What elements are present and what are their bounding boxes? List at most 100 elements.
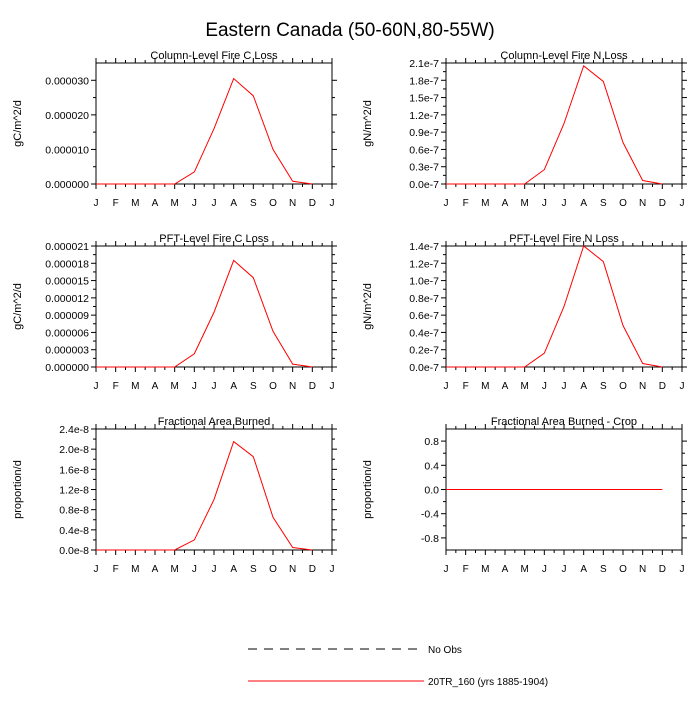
x-tick-label: S [600,381,607,392]
x-tick-label: D [309,564,316,575]
y-tick-label: 0.6e-7 [409,144,439,156]
x-tick-label: S [250,564,257,575]
x-tick-label: M [481,381,489,392]
y-tick-label: 1.4e-7 [409,241,439,253]
panel-title: Fractional Area Burned [158,416,271,428]
series-line-20tr-160-yrs-1885-1904 [446,65,663,185]
legend: No Obs 20TR_160 (yrs 1885-1904) [248,645,548,688]
panel-title: PFT-Level Fire C Loss [159,233,269,245]
x-tick-label: D [309,381,316,392]
x-tick-label: F [113,564,119,575]
x-tick-label: M [170,381,178,392]
x-tick-label: J [212,564,217,575]
x-tick-label: J [330,198,335,209]
x-tick-label: J [444,198,449,209]
y-axis-label: gC/m^2/d [12,100,24,147]
y-tick-label: 1.2e-7 [409,110,439,122]
y-tick-label: 0.000030 [45,75,89,87]
x-tick-label: A [230,198,237,209]
x-tick-label: A [152,381,159,392]
x-tick-label: J [94,198,99,209]
x-tick-label: N [289,564,296,575]
x-tick-label: M [170,564,178,575]
y-tick-label: 0.0e-7 [409,362,439,374]
x-tick-label: O [619,564,627,575]
x-tick-label: D [309,198,316,209]
x-tick-label: J [330,381,335,392]
x-tick-label: J [680,381,685,392]
series-line-20tr-160-yrs-1885-1904 [446,245,663,368]
x-tick-label: J [192,198,197,209]
y-axis-label: gN/m^2/d [362,283,374,330]
x-tick-label: O [269,381,277,392]
x-tick-label: D [659,198,666,209]
y-tick-label: 0.4e-8 [59,525,89,537]
x-tick-label: M [481,564,489,575]
x-tick-label: S [250,198,257,209]
x-tick-label: O [619,198,627,209]
x-tick-label: N [289,381,296,392]
x-tick-label: N [639,564,646,575]
y-tick-label: 2.0e-8 [59,444,89,456]
x-tick-label: A [502,198,509,209]
x-tick-label: M [131,564,139,575]
x-tick-label: J [680,564,685,575]
x-tick-label: J [94,564,99,575]
y-tick-label: 0.9e-7 [409,127,439,139]
x-tick-label: J [444,381,449,392]
y-tick-label: 0.000010 [45,144,89,156]
x-tick-label: A [230,381,237,392]
x-tick-label: J [444,564,449,575]
y-tick-label: 1.2e-8 [59,485,89,497]
plot-frame [95,62,333,185]
x-tick-label: N [639,198,646,209]
x-tick-label: M [131,381,139,392]
panel-title: Fractional Area Burned - Crop [491,416,637,428]
x-tick-label: A [580,198,587,209]
x-tick-label: A [502,381,509,392]
x-tick-label: F [463,381,469,392]
x-tick-label: F [463,198,469,209]
x-tick-label: F [113,381,119,392]
x-tick-label: J [562,381,567,392]
y-tick-label: 0.6e-7 [409,310,439,322]
x-tick-label: J [562,564,567,575]
y-tick-label: 1.0e-7 [409,276,439,288]
y-axis-label: proportion/d [12,460,24,519]
x-tick-label: J [562,198,567,209]
y-tick-label: 1.5e-7 [409,93,439,105]
x-tick-label: D [659,381,666,392]
x-tick-label: A [580,564,587,575]
x-tick-label: M [481,198,489,209]
series-line-20tr-160-yrs-1885-1904 [96,259,313,368]
y-tick-label: 0.0e-7 [409,179,439,191]
y-axis-label: gC/m^2/d [12,283,24,330]
y-tick-label: 0.4e-7 [409,327,439,339]
y-tick-label: -0.8 [421,533,439,545]
panel-fractional-area-burned-crop: Fractional Area Burned - Crop proportion/… [362,416,687,575]
y-tick-label: 0.000009 [45,310,89,322]
x-tick-label: J [542,198,547,209]
y-tick-label: 0.8e-7 [409,293,439,305]
y-tick-label: 0.2e-7 [409,345,439,357]
y-axis-label: gN/m^2/d [362,100,374,147]
y-tick-label: 1.8e-7 [409,75,439,87]
series-line-20tr-160-yrs-1885-1904 [96,77,313,185]
y-tick-label: 0.000015 [45,276,89,288]
y-tick-label: 0.0e-8 [59,545,89,557]
y-tick-label: 1.6e-8 [59,464,89,476]
y-tick-label: 0.4 [424,460,439,472]
y-tick-label: -0.4 [421,509,439,521]
legend-label-model: 20TR_160 (yrs 1885-1904) [428,677,548,688]
x-tick-label: J [94,381,99,392]
x-tick-label: J [680,198,685,209]
panel-title: Column-Level Fire C Loss [150,50,278,62]
legend-label-no-obs: No Obs [428,645,462,656]
y-tick-label: 0.000018 [45,258,89,270]
y-tick-label: 0.0 [424,485,439,497]
x-tick-label: M [520,564,528,575]
x-tick-label: M [520,381,528,392]
